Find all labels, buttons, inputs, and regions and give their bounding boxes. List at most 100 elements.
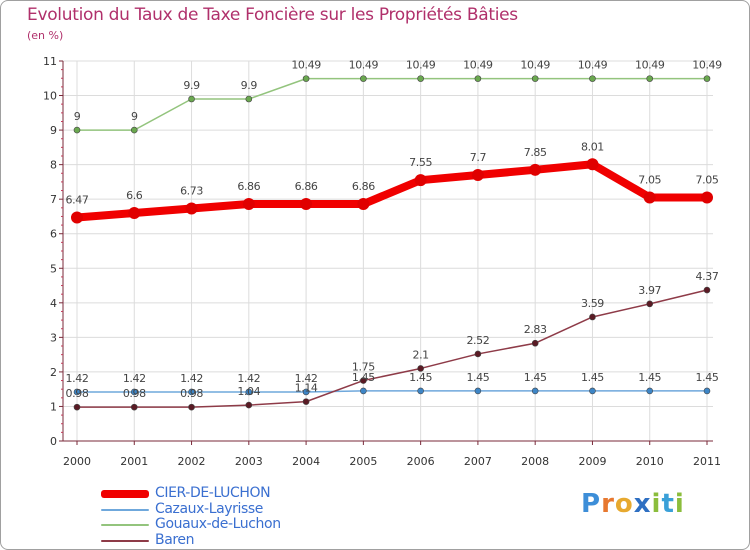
data-point [73,388,81,396]
y-tick-label: 6 [50,228,57,241]
data-point [360,387,367,395]
data-point [73,403,81,411]
data-point [646,387,654,395]
y-tick-label: 10 [43,90,57,103]
series-line-cier-de-luchon [73,160,711,222]
data-point [71,211,83,224]
x-tick-label: 2007 [464,455,492,468]
data-label: 1.04 [237,385,260,398]
data-label: 4.37 [696,270,719,283]
data-label: 10.49 [406,59,436,72]
data-label: 2.52 [466,334,489,347]
data-point [703,286,711,294]
data-point [188,95,195,103]
series-line-cazaux-layrisse [76,390,708,393]
data-label: 9 [74,110,81,123]
x-tick-label: 2004 [292,455,320,468]
data-label: 1.42 [123,372,146,385]
legend-label: Cazaux-Layrisse [155,500,264,517]
data-label: 1.45 [524,371,547,384]
data-point [471,169,484,181]
data-point [188,388,195,396]
x-tick-label: 2010 [636,455,664,468]
x-tick-label: 2003 [235,455,263,468]
legend-swatch [101,524,149,526]
data-label: 10.49 [349,59,379,72]
x-tick-label: 2005 [349,455,377,468]
legend-item: CIER-DE-LUCHON [101,485,361,502]
data-point [300,198,313,211]
data-label: 1.42 [237,372,260,385]
legend-swatch [101,508,149,511]
data-point [417,387,424,395]
data-label: 10.49 [520,59,550,72]
data-label: 9.9 [183,79,200,92]
data-label: 1.42 [295,372,318,385]
data-point [529,163,542,176]
data-label: 6.86 [352,180,375,193]
data-point [414,174,427,187]
data-point [302,398,310,405]
data-label: 3.97 [638,284,661,297]
proxiti-logo: Proxiti [581,489,685,519]
data-point [245,401,253,409]
legend-label: Gouaux-de-Luchon [155,516,281,532]
data-point [646,75,654,82]
data-label: 6.86 [237,180,260,193]
y-tick-label: 2 [50,366,57,379]
legend-swatch [101,490,149,498]
chart-title: Evolution du Taux de Taxe Foncière sur l… [27,5,518,25]
data-point [701,191,713,204]
chart-subtitle: (en %) [27,29,64,42]
x-tick-label: 2002 [178,455,206,468]
x-tick-label: 2000 [63,455,91,468]
data-label: 6.73 [180,185,203,198]
y-tick-label: 4 [50,297,57,310]
data-label: 7.05 [696,173,719,186]
data-point [130,388,138,396]
y-tick-label: 7 [50,193,57,206]
data-point [188,403,195,411]
data-label: 10.49 [463,59,493,72]
data-label: 1.45 [409,371,432,384]
data-point [360,75,367,82]
data-label: 2.83 [524,323,547,336]
data-label: 9.9 [241,79,258,92]
legend-item: Cazaux-Layrisse [101,500,361,518]
data-label: 0.98 [180,387,203,400]
series-line-gouaux-de-luchon [76,77,708,131]
data-point [360,377,367,384]
data-label: 10.49 [291,59,321,72]
data-point [245,95,253,103]
data-point [531,75,539,82]
data-label: 10.49 [635,59,665,72]
data-point [302,75,310,82]
data-label: 2.1 [412,348,428,361]
data-label: 1.42 [66,372,89,385]
data-label: 1.45 [352,371,375,384]
data-point [703,75,711,82]
data-label: 10.49 [692,59,722,72]
data-point [643,191,656,204]
x-tick-label: 2011 [693,455,721,468]
data-point [417,365,424,372]
data-point [531,339,539,347]
legend-label: Baren [155,531,195,548]
legend-label: CIER-DE-LUCHON [155,485,271,501]
data-point [417,75,424,82]
data-point [128,207,141,219]
x-tick-label: 2001 [120,455,148,468]
legend-item: Baren [101,531,361,549]
data-point [185,202,198,215]
plot-area [63,61,713,441]
series-line-baren [76,289,708,408]
data-point [302,388,310,396]
data-point [531,387,539,395]
data-label: 1.45 [696,371,719,384]
y-tick-label: 9 [50,124,57,137]
legend-item: Gouaux-de-Luchon [101,516,361,533]
y-tick-label: 0 [50,435,57,448]
data-label: 7.05 [638,173,661,186]
data-label: 7.7 [470,151,487,164]
